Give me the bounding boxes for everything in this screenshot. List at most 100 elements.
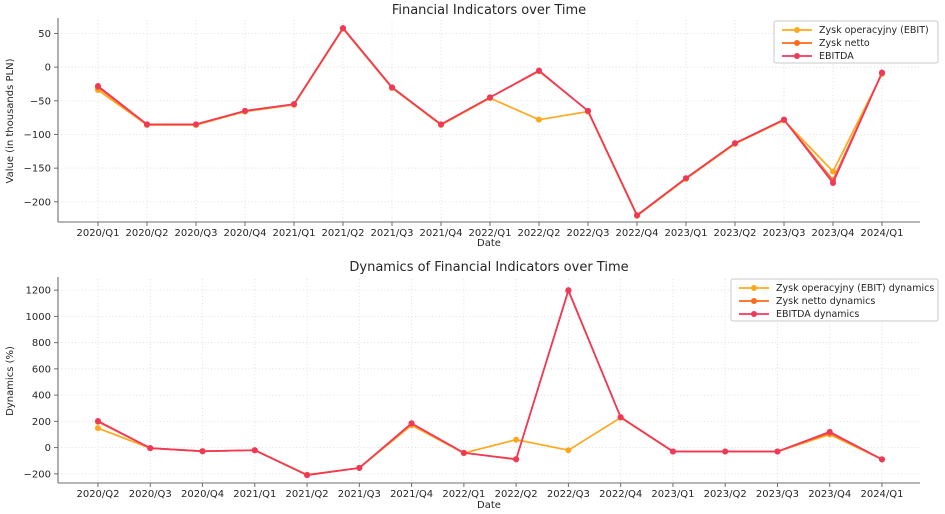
data-point [251, 447, 258, 454]
x-tick-label: 2023/Q3 [756, 489, 799, 500]
x-tick-label: 2022/Q1 [442, 489, 485, 500]
series-zysk-operacyjny-ebit-dynamics [95, 414, 885, 478]
x-tick-label: 2022/Q3 [547, 489, 590, 500]
data-point [617, 414, 624, 421]
x-tick-label: 2021/Q1 [272, 228, 315, 239]
axis-spines [57, 18, 920, 223]
data-point [438, 121, 444, 128]
data-point [513, 456, 520, 463]
dynamics-chart: 2020/Q2 2020/Q3 2020/Q4 2021/Q1 2021/Q2 2021/… [0, 257, 945, 514]
data-point [781, 116, 787, 123]
x-tick-label: 2020/Q1 [76, 228, 119, 239]
data-point [95, 82, 101, 89]
data-point [826, 428, 833, 435]
y-tick-label: −200 [24, 469, 51, 480]
y-tick-label: −150 [24, 164, 51, 175]
data-point [683, 175, 689, 182]
x-tick-label: 2023/Q2 [713, 228, 756, 239]
series-line [97, 289, 883, 476]
legend-marker [751, 285, 757, 291]
data-point [147, 445, 154, 452]
x-tick-label: 2021/Q2 [286, 489, 329, 500]
data-point [340, 25, 346, 32]
x-tick-label: 2020/Q4 [223, 228, 266, 239]
legend-marker [751, 298, 757, 304]
x-tick-label: 2020/Q3 [129, 489, 172, 500]
data-point [389, 84, 395, 91]
x-tick-label: 2023/Q2 [704, 489, 747, 500]
x-tick-label: 2023/Q1 [664, 228, 707, 239]
data-point [291, 101, 297, 108]
x-tick-label: 2021/Q3 [338, 489, 381, 500]
data-point [95, 425, 101, 432]
legend-box [730, 278, 939, 322]
data-point [634, 212, 640, 219]
legend-label: EBITDA dynamics [776, 309, 859, 320]
x-tick-label: 2020/Q4 [181, 489, 224, 500]
data-point [774, 448, 781, 455]
x-tick-label: 2020/Q3 [174, 228, 217, 239]
y-axis-ticks: 50 0 −50 −100 −150 −200 [24, 29, 58, 208]
dynamics-canvas: 2020/Q2 2020/Q3 2020/Q4 2021/Q1 2021/Q2 2021/… [5, 260, 939, 511]
data-point [830, 168, 836, 175]
chart-title: Dynamics of Financial Indicators over Ti… [349, 260, 628, 275]
data-point [830, 179, 836, 186]
legend-label: EBITDA [819, 51, 854, 62]
y-tick-label: 1200 [26, 286, 51, 297]
data-point [669, 448, 676, 455]
x-tick-label: 2023/Q3 [762, 228, 805, 239]
x-tick-label: 2023/Q4 [811, 228, 854, 239]
x-tick-label: 2023/Q1 [651, 489, 694, 500]
x-tick-label: 2024/Q1 [860, 489, 903, 500]
y-axis-label: Dynamics (%) [5, 346, 16, 416]
x-axis-label: Date [477, 500, 501, 511]
legend-label: Zysk netto dynamics [776, 296, 875, 307]
legend-marker [794, 27, 800, 33]
legend: Zysk operacyjny (EBIT) dynamics Zysk nett… [730, 278, 939, 322]
x-axis-ticks: 2020/Q2 2020/Q3 2020/Q4 2021/Q1 2021/Q2 2021/… [76, 483, 904, 500]
data-point [460, 449, 467, 456]
x-tick-label: 2024/Q1 [860, 228, 903, 239]
financial-indicators-chart: 2020/Q1 2020/Q2 2020/Q3 2020/Q4 2021/Q1 2021/… [5, 3, 939, 249]
y-tick-label: 800 [32, 338, 51, 349]
data-point [193, 121, 199, 128]
y-tick-label: −50 [30, 96, 51, 107]
data-point [585, 107, 591, 114]
legend-marker [751, 311, 757, 317]
data-point [356, 464, 363, 471]
data-point [199, 448, 206, 455]
x-tick-label: 2021/Q2 [321, 228, 364, 239]
x-tick-label: 2021/Q3 [370, 228, 413, 239]
data-point [722, 448, 729, 455]
x-tick-label: 2020/Q2 [125, 228, 168, 239]
legend: Zysk operacyjny (EBIT) Zysk netto EBITDA [773, 20, 939, 64]
data-point [487, 94, 493, 101]
x-tick-label: 2022/Q2 [495, 489, 538, 500]
y-tick-label: −100 [24, 130, 51, 141]
plot-area-1: 2020/Q2 2020/Q3 2020/Q4 2021/Q1 2021/Q2 2021/… [24, 277, 939, 500]
series-ebitda-dynamics [95, 287, 885, 479]
plot-area-0: 2020/Q1 2020/Q2 2020/Q3 2020/Q4 2021/Q1 2021/… [24, 18, 939, 239]
legend-label: Zysk operacyjny (EBIT) dynamics [776, 283, 934, 294]
axis-spines [57, 277, 920, 484]
data-point [565, 287, 572, 294]
x-axis-ticks: 2020/Q1 2020/Q2 2020/Q3 2020/Q4 2021/Q1 2021/… [76, 222, 904, 239]
x-tick-label: 2022/Q2 [517, 228, 560, 239]
x-tick-label: 2021/Q1 [233, 489, 276, 500]
data-point [513, 436, 520, 443]
x-tick-label: 2022/Q1 [468, 228, 511, 239]
data-point [304, 472, 311, 479]
data-point [536, 116, 542, 123]
financial-indicators-canvas: 2020/Q1 2020/Q2 2020/Q3 2020/Q4 2021/Q1 2021/… [5, 3, 939, 249]
x-tick-label: 2021/Q4 [419, 228, 462, 239]
x-axis-label: Date [477, 238, 501, 249]
y-tick-label: 200 [32, 417, 51, 428]
y-tick-label: 50 [38, 29, 51, 40]
x-tick-label: 2020/Q2 [76, 489, 119, 500]
series-line [97, 416, 883, 476]
data-point [732, 140, 738, 147]
x-tick-label: 2021/Q4 [390, 489, 433, 500]
data-point [144, 121, 150, 128]
x-tick-label: 2022/Q4 [615, 228, 658, 239]
